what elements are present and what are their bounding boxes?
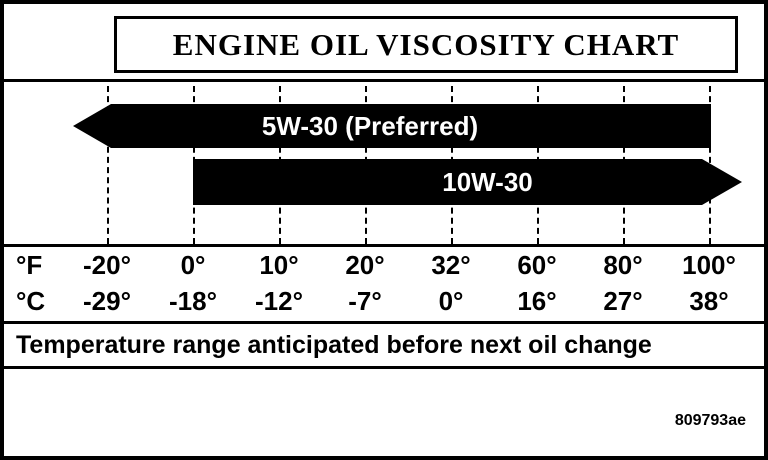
title-box: ENGINE OIL VISCOSITY CHART xyxy=(114,16,738,73)
c-tick-value: 0° xyxy=(438,286,464,316)
c-tick-value: 16° xyxy=(517,286,557,316)
chart-title: ENGINE OIL VISCOSITY CHART xyxy=(172,26,680,62)
bar-5w30-label: 5W-30 (Preferred) xyxy=(261,110,479,141)
title-separator xyxy=(4,79,764,82)
caption-separator xyxy=(4,321,764,324)
f-tick-value: 20° xyxy=(345,250,385,280)
bar-10w30-label: 10W-30 xyxy=(442,166,533,197)
chart-area: 5W-30 (Preferred) 10W-30 xyxy=(4,82,764,244)
f-tick-value: 10° xyxy=(259,250,299,280)
scale-separator xyxy=(4,244,764,247)
bar-5w30-preferred: 5W-30 (Preferred) xyxy=(73,104,711,148)
celsius-row: °C -29° -18° -12° -7° 0° 16° 27° 38° xyxy=(4,283,764,319)
c-tick-value: 27° xyxy=(603,286,643,316)
figure-code: 809793ae xyxy=(674,412,746,429)
f-tick-value: 100° xyxy=(682,250,736,280)
c-tick-value: 38° xyxy=(689,286,729,316)
caption-text: Temperature range anticipated before nex… xyxy=(16,331,652,359)
footer-separator xyxy=(4,366,764,369)
f-tick-value: 0° xyxy=(180,250,206,280)
c-tick-value: -29° xyxy=(83,286,131,316)
f-tick-value: 32° xyxy=(431,250,471,280)
fahrenheit-row: °F -20° 0° 10° 20° 32° 60° 80° 100° xyxy=(4,247,764,283)
fahrenheit-unit-label: °F xyxy=(16,250,43,280)
f-tick-value: 60° xyxy=(517,250,557,280)
f-tick-value: 80° xyxy=(603,250,643,280)
c-tick-value: -7° xyxy=(348,286,382,316)
c-tick-value: -12° xyxy=(255,286,303,316)
gridline-minus20f xyxy=(107,86,109,244)
c-tick-value: -18° xyxy=(169,286,217,316)
celsius-unit-label: °C xyxy=(16,286,46,316)
bar-10w30: 10W-30 xyxy=(193,159,742,205)
f-tick-value: -20° xyxy=(83,250,131,280)
